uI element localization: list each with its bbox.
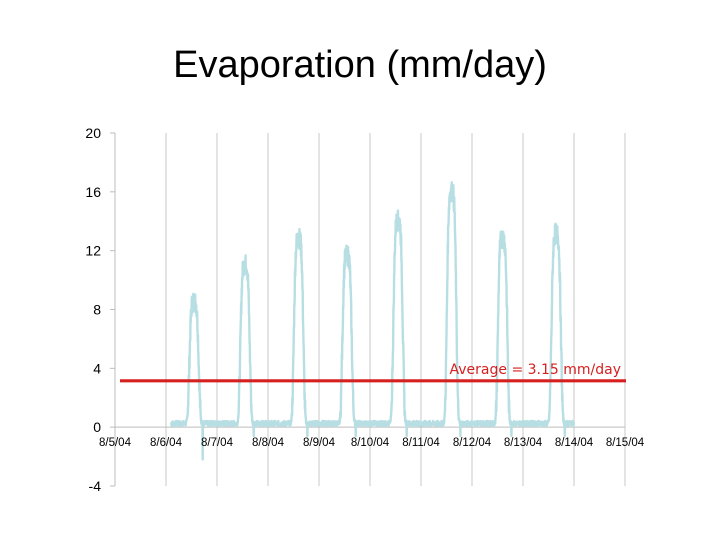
y-tick-label: 20 bbox=[85, 125, 101, 141]
x-tick-label: 8/6/04 bbox=[150, 437, 183, 449]
x-tick-label: 8/5/04 bbox=[99, 437, 132, 449]
tick-labels: 20 16 12 8 4 0 -4 8/5/04 8/6/04 8/7/04 8/8/04 8/9/0… bbox=[85, 125, 644, 494]
chart-title: Evaporation (mm/day) bbox=[173, 44, 547, 86]
x-tick-label: 8/9/04 bbox=[303, 437, 336, 449]
x-tick-label: 8/14/04 bbox=[555, 437, 594, 449]
average-label: Average = 3.15 mm/day bbox=[450, 362, 622, 378]
evaporation-series-line bbox=[170, 181, 576, 461]
y-tick-label: 4 bbox=[93, 360, 101, 376]
y-tick-label: 8 bbox=[93, 302, 101, 318]
x-tick-label: 8/12/04 bbox=[453, 437, 492, 449]
x-tick-label: 8/13/04 bbox=[504, 437, 543, 449]
average-line-layer: Average = 3.15 mm/day bbox=[120, 362, 626, 383]
x-tick-label: 8/7/04 bbox=[201, 437, 234, 449]
y-tick-label: -4 bbox=[89, 478, 102, 494]
x-tick-label: 8/10/04 bbox=[351, 437, 390, 449]
y-tick-label: 16 bbox=[85, 184, 101, 200]
series-layer bbox=[170, 181, 576, 461]
y-tick-label: 0 bbox=[93, 419, 101, 435]
x-tick-label: 8/15/04 bbox=[606, 437, 645, 449]
x-tick-label: 8/8/04 bbox=[252, 437, 285, 449]
y-tick-label: 12 bbox=[85, 243, 101, 259]
axes bbox=[110, 132, 625, 487]
x-tick-label: 8/11/04 bbox=[402, 437, 440, 449]
